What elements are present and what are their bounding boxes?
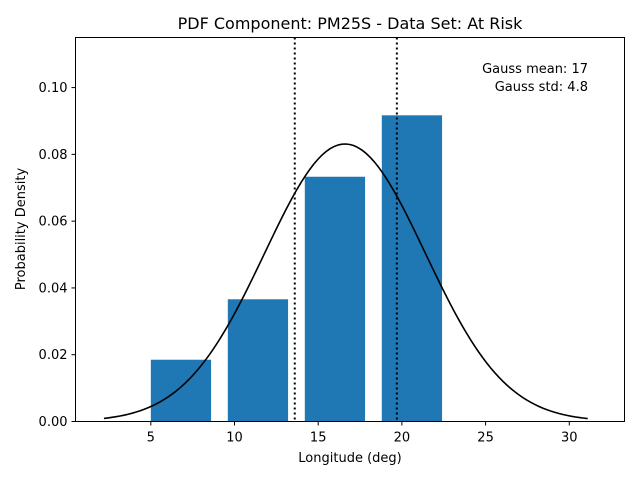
gauss-mean-annotation: Gauss mean: 17 bbox=[482, 62, 588, 77]
bar-0 bbox=[150, 359, 212, 422]
y-tick-label-4: 0.08 bbox=[39, 148, 68, 163]
x-tick-label-1: 10 bbox=[226, 431, 243, 446]
x-tick-label-4: 25 bbox=[477, 431, 494, 446]
bar-1 bbox=[227, 299, 289, 422]
x-tick-label-2: 15 bbox=[310, 431, 327, 446]
x-tick-label-0: 5 bbox=[147, 431, 155, 446]
y-axis-label: Probability Density bbox=[14, 168, 29, 291]
x-tick-label-5: 30 bbox=[561, 431, 578, 446]
gaussian-curve bbox=[103, 143, 588, 420]
y-tick-label-2: 0.04 bbox=[39, 281, 68, 296]
x-axis-label: Longitude (deg) bbox=[298, 451, 401, 466]
plot-frame bbox=[75, 37, 625, 422]
x-tick-label-3: 20 bbox=[394, 431, 411, 446]
y-tick-label-5: 0.10 bbox=[39, 81, 68, 96]
bars-layer bbox=[150, 115, 443, 422]
y-tick-label-1: 0.02 bbox=[39, 348, 68, 363]
y-tick-label-0: 0.00 bbox=[39, 415, 68, 430]
y-ticks: 0.00 0.02 0.04 0.06 0.08 0.10 bbox=[39, 81, 76, 430]
vline-layer bbox=[293, 37, 398, 422]
x-ticks: 5 10 15 20 25 30 bbox=[147, 421, 578, 446]
bar-2 bbox=[304, 176, 366, 422]
y-tick-label-3: 0.06 bbox=[39, 215, 68, 230]
chart-title: PDF Component: PM25S - Data Set: At Risk bbox=[178, 14, 524, 33]
curve-layer bbox=[103, 143, 588, 420]
gauss-std-annotation: Gauss std: 4.8 bbox=[495, 80, 588, 95]
